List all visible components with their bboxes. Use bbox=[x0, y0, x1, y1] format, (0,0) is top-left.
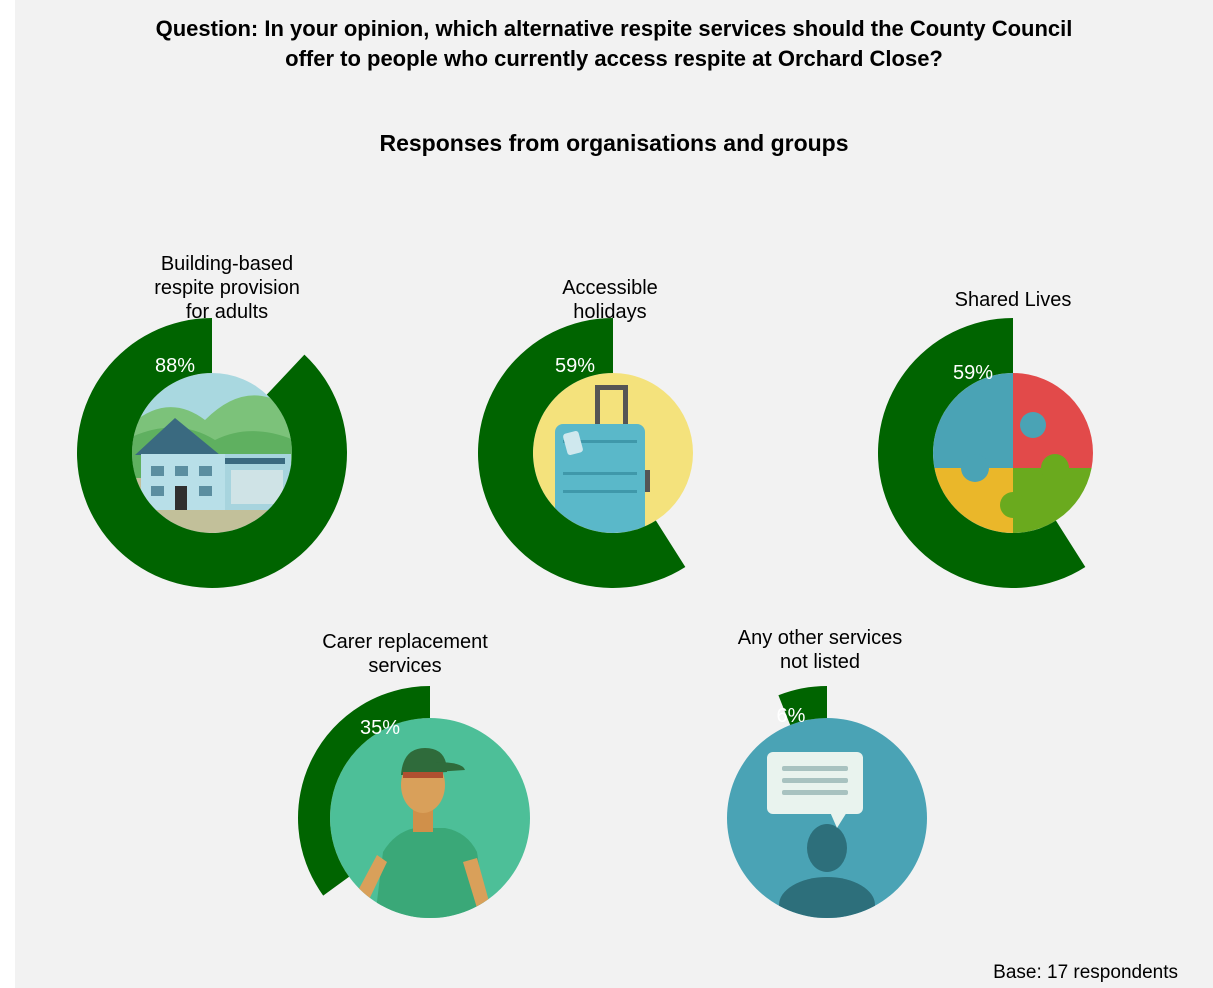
ring-arc-fill bbox=[298, 686, 430, 896]
question-heading: Question: In your opinion, which alterna… bbox=[15, 14, 1213, 74]
item-label-accessible-holidays: Accessible holidays bbox=[562, 277, 658, 323]
infographic-canvas: Question: In your opinion, which alterna… bbox=[15, 0, 1213, 988]
value-label-other-services: 6% bbox=[777, 705, 806, 727]
item-label-building-based: Building-based respite provision for adu… bbox=[154, 253, 300, 323]
ring-arc-carer-replacement bbox=[298, 686, 430, 896]
chat-person-icon bbox=[727, 718, 927, 918]
ring-arc-shared-lives bbox=[878, 318, 1086, 588]
ring-arc-fill bbox=[778, 686, 827, 726]
house-icon bbox=[132, 373, 292, 533]
value-label-shared-lives: 59% bbox=[953, 362, 993, 384]
value-label-accessible-holidays: 59% bbox=[555, 355, 595, 377]
chart-svg: 88% 59% 59% 35% 6% bbox=[76, 318, 1093, 918]
item-label-other-services: Any other services not listed bbox=[737, 627, 903, 673]
base-note: Base: 17 respondents bbox=[993, 962, 1178, 983]
question-line-2: offer to people who currently access res… bbox=[285, 46, 943, 71]
item-label-carer-replacement: Carer replacement services bbox=[322, 631, 488, 677]
item-label-shared-lives: Shared Lives bbox=[954, 289, 1072, 311]
ring-arc-building-based bbox=[76, 318, 348, 589]
value-label-building-based: 88% bbox=[155, 355, 195, 377]
ring-arc-fill bbox=[76, 318, 348, 589]
ring-arc-accessible-holidays bbox=[478, 318, 686, 588]
ring-arc-fill bbox=[878, 318, 1086, 588]
suitcase-icon bbox=[533, 373, 693, 533]
value-label-carer-replacement: 35% bbox=[360, 717, 400, 739]
chart-subtitle: Responses from organisations and groups bbox=[379, 130, 849, 156]
ring-arc-other-services bbox=[778, 686, 827, 726]
carer-icon bbox=[330, 718, 530, 918]
ring-arc-fill bbox=[478, 318, 686, 588]
question-line-1: Question: In your opinion, which alterna… bbox=[155, 16, 1073, 41]
